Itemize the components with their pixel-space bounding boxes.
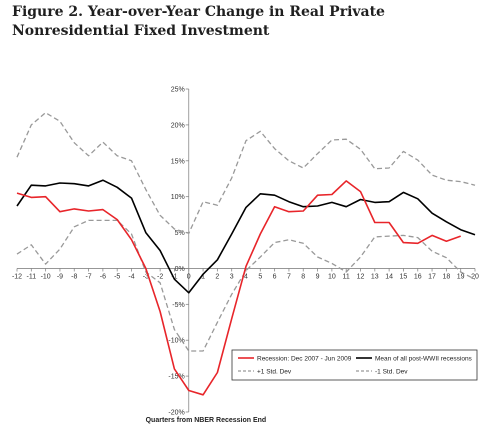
series-line-3 <box>16 112 476 234</box>
x-tick-label: 7 <box>287 273 291 280</box>
x-tick-label: -1 <box>171 273 177 280</box>
x-tick-label: -12 <box>12 273 22 280</box>
x-tick-label: 17 <box>428 273 436 280</box>
x-tick-label: 8 <box>301 273 305 280</box>
x-axis-title: Quarters from NBER Recession End <box>146 417 267 424</box>
y-tick-label: 5% <box>175 230 185 237</box>
y-tick-label: 20% <box>171 122 185 129</box>
x-tick-label: -5 <box>114 273 120 280</box>
x-tick-label: 12 <box>357 273 365 280</box>
x-tick-label: -11 <box>27 273 37 280</box>
y-tick-label: -15% <box>168 374 184 381</box>
x-tick-label: -4 <box>128 273 134 280</box>
x-tick-label: 0 <box>187 273 191 280</box>
x-tick-label: 2 <box>215 273 219 280</box>
x-tick-label: 16 <box>414 273 422 280</box>
x-tick-label: 9 <box>316 273 320 280</box>
x-tick-label: 6 <box>273 273 277 280</box>
y-tick-label: -20% <box>168 410 184 417</box>
legend-label-3: +1 Std. Dev <box>257 368 292 375</box>
y-tick-label: 10% <box>171 194 185 201</box>
y-tick-label: -10% <box>168 338 184 345</box>
legend-box <box>231 349 478 381</box>
x-tick-label: 10 <box>328 273 336 280</box>
x-tick-label: -9 <box>57 273 63 280</box>
legend-label-1: Recession: Dec 2007 - Jun 2009 <box>257 355 352 362</box>
x-tick-label: 14 <box>385 273 393 280</box>
x-tick-label: 13 <box>371 273 379 280</box>
y-tick-label: 25% <box>171 87 185 94</box>
x-tick-label: -8 <box>71 273 77 280</box>
x-tick-label: 1 <box>201 273 205 280</box>
x-tick-label: -10 <box>41 273 51 280</box>
y-tick-label: 15% <box>171 158 185 165</box>
x-tick-label: -3 <box>143 273 149 280</box>
x-tick-label: -6 <box>100 273 106 280</box>
x-tick-label: 3 <box>230 273 234 280</box>
y-tick-label: -5% <box>172 302 184 309</box>
x-tick-label: 19 <box>457 273 465 280</box>
x-tick-label: 18 <box>442 273 450 280</box>
series-line-2 <box>16 179 476 294</box>
legend-label-4: -1 Std. Dev <box>375 368 408 375</box>
x-tick-label: 4 <box>244 273 248 280</box>
x-tick-label: 5 <box>258 273 262 280</box>
y-tick-label: 0% <box>175 266 185 273</box>
figure-title: Figure 2. Year-over-Year Change in Real … <box>12 4 385 39</box>
series-line-4 <box>16 219 476 352</box>
x-tick-label: 15 <box>400 273 408 280</box>
x-tick-label: 11 <box>343 273 350 280</box>
x-tick-label: 20 <box>471 273 479 280</box>
x-tick-label: -2 <box>157 273 163 280</box>
series-line-1 <box>16 180 461 396</box>
legend-label-2: Mean of all post-WWII recessions <box>375 355 473 362</box>
x-tick-label: -7 <box>85 273 91 280</box>
